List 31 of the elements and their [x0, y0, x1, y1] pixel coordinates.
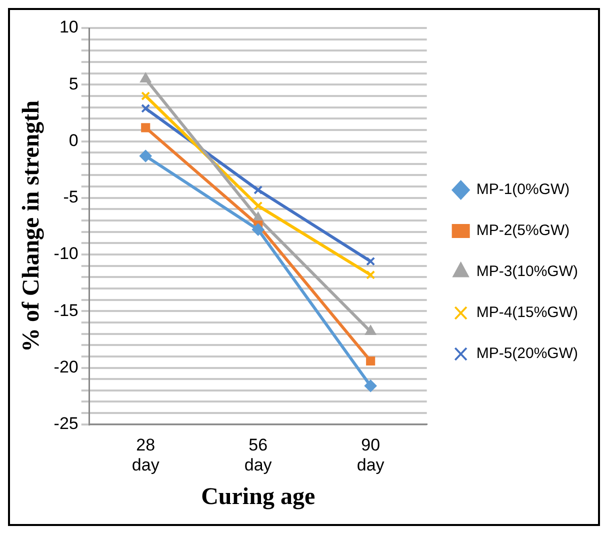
y-tick-label: -15: [54, 300, 78, 320]
y-tick-label: 5: [68, 74, 78, 94]
y-tick-label: -5: [63, 188, 78, 207]
point: [252, 224, 264, 236]
x-axis-title: Curing age: [201, 484, 316, 510]
point: [254, 185, 263, 194]
legend-label: MP-1(0%GW): [476, 181, 570, 198]
x-tick-label: 56 day: [244, 435, 272, 475]
x-tick-label: 90 day: [356, 435, 385, 475]
point: [141, 104, 150, 113]
y-tick-label: -25: [54, 414, 78, 434]
legend-label: MP-5(20%GW): [476, 345, 578, 362]
point: [140, 72, 151, 82]
point: [140, 150, 152, 162]
point: [366, 270, 376, 280]
legend-label: MP-4(15%GW): [476, 304, 578, 322]
y-tick-label: -10: [54, 244, 78, 264]
legend-label: MP-3(10%GW): [476, 263, 578, 280]
point: [254, 201, 263, 210]
point: [141, 123, 150, 132]
point: [366, 356, 376, 366]
y-axis-title: % of Change in strength: [18, 100, 45, 352]
legend-label: MP-2(5%GW): [476, 222, 570, 240]
point: [364, 380, 377, 392]
x-tick-label: 28 day: [132, 435, 160, 475]
point: [365, 326, 376, 336]
point: [141, 91, 150, 100]
point: [366, 256, 376, 266]
y-tick-label: 10: [59, 18, 78, 37]
y-tick-label: 0: [68, 130, 78, 150]
y-tick-label: -20: [54, 357, 78, 376]
